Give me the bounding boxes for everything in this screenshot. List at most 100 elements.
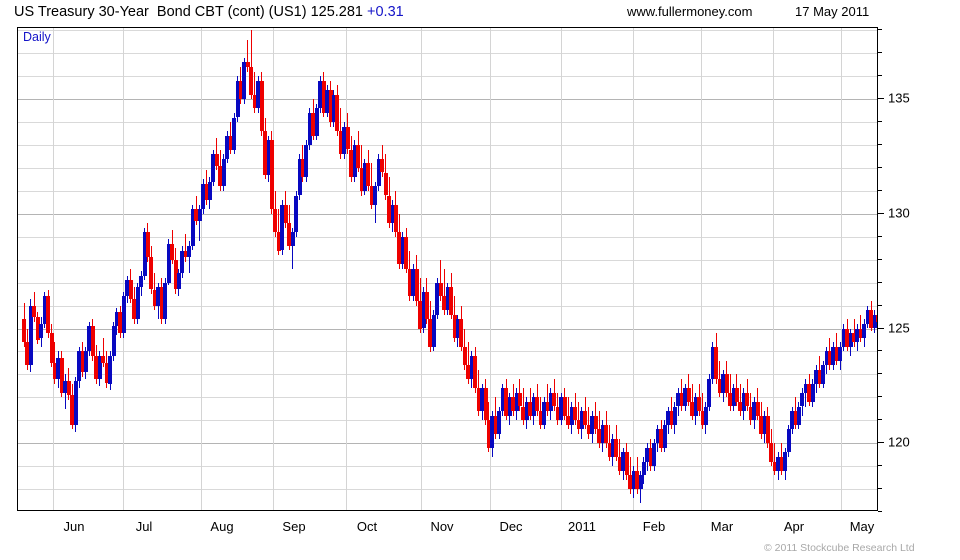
candle-body	[121, 296, 126, 334]
candle-body	[514, 392, 519, 412]
candle-body	[235, 80, 240, 118]
candle-wick	[254, 71, 256, 113]
x-axis: Jun Jul Aug Sep Oct Nov Dec 2011 Feb Mar Apr May	[17, 513, 878, 539]
candle-body	[177, 273, 181, 290]
candle-body	[290, 232, 295, 246]
candle-wick	[577, 401, 579, 434]
candle-body	[421, 291, 426, 329]
candle-body	[400, 236, 405, 265]
candle-body	[848, 333, 853, 347]
candle-body	[703, 406, 708, 425]
chart-title: US Treasury 30-Year Bond CBT (cont) (US1…	[14, 4, 404, 20]
candle-body	[66, 381, 71, 396]
x-axis-label: Dec	[499, 519, 523, 534]
y-axis-tick	[878, 442, 884, 444]
candle-wick	[247, 39, 249, 72]
candle-body	[569, 406, 574, 425]
candle-body	[528, 401, 533, 416]
candle-body	[80, 351, 85, 372]
candle-body	[325, 89, 330, 113]
candle-body	[211, 154, 216, 182]
candle-body	[600, 424, 605, 444]
candle-body	[111, 326, 116, 356]
gridline-horizontal	[18, 190, 877, 192]
candle-wick	[588, 406, 590, 439]
candle-body	[239, 80, 243, 100]
candle-body	[318, 80, 323, 109]
candle-body	[748, 406, 753, 421]
candle-body	[817, 369, 822, 384]
candle-body	[294, 195, 299, 233]
candle-wick	[739, 383, 741, 416]
y-axis: 120 125 130 135	[878, 27, 960, 512]
candle-body	[270, 140, 274, 210]
candle-body	[655, 429, 660, 444]
candle-body	[266, 140, 271, 175]
candle-body	[53, 362, 57, 379]
candle-body	[449, 287, 454, 315]
candle-body	[373, 186, 378, 205]
candle-body	[845, 328, 850, 347]
candle-body	[693, 397, 698, 416]
candle-body	[707, 379, 712, 407]
candle-body	[97, 356, 102, 379]
candle-body	[77, 351, 82, 382]
candle-body	[94, 356, 99, 379]
candle-body	[183, 250, 188, 258]
candle-body	[493, 415, 498, 435]
candle-body	[311, 112, 316, 136]
candle-body	[614, 438, 619, 457]
candle-body	[276, 232, 281, 251]
candle-body	[108, 356, 113, 384]
candle-body	[700, 411, 705, 425]
candle-body	[328, 89, 333, 122]
y-axis-tick	[878, 121, 882, 122]
candle-wick	[608, 424, 610, 462]
candle-body	[180, 250, 185, 274]
gridline-horizontal	[18, 30, 877, 32]
gridline-vertical	[201, 28, 202, 510]
y-axis-tick	[878, 166, 882, 168]
candle-wick	[278, 209, 280, 256]
y-axis-tick	[878, 373, 882, 375]
y-axis-tick	[878, 327, 884, 329]
y-axis-tick	[878, 488, 882, 490]
y-axis-label: 135	[888, 90, 910, 106]
candle-body	[586, 424, 591, 434]
gridline-vertical	[701, 28, 702, 510]
candle-body	[531, 397, 536, 416]
candle-body	[535, 397, 540, 412]
candle-body	[56, 358, 61, 379]
candle-body	[480, 388, 485, 411]
candle-body	[249, 67, 254, 95]
candle-body	[783, 452, 788, 471]
candle-body	[676, 392, 681, 407]
candle-wick	[719, 360, 721, 398]
candle-body	[855, 328, 860, 343]
candle-body	[283, 204, 288, 223]
candle-body	[369, 186, 374, 205]
y-axis-tick	[878, 52, 882, 54]
candle-body	[610, 438, 615, 457]
y-axis-tick	[878, 29, 882, 31]
candle-body	[538, 411, 543, 425]
candle-wick	[443, 268, 445, 315]
candle-body	[555, 406, 560, 421]
gridline-horizontal	[18, 122, 877, 123]
candle-wick	[440, 259, 442, 301]
gridline-horizontal	[18, 420, 877, 422]
candle-body	[245, 62, 250, 67]
candle-body	[686, 388, 691, 402]
candle-body	[104, 362, 109, 384]
plot-area[interactable]: Daily	[17, 27, 878, 511]
candle-body	[500, 388, 505, 411]
candle-body	[635, 470, 639, 490]
gridline-horizontal	[18, 213, 877, 215]
candle-body	[335, 94, 340, 132]
y-axis-label: 120	[888, 434, 910, 450]
candle-body	[796, 406, 801, 425]
candle-body	[411, 268, 416, 297]
candle-body	[414, 268, 419, 301]
candle-body	[852, 333, 856, 343]
